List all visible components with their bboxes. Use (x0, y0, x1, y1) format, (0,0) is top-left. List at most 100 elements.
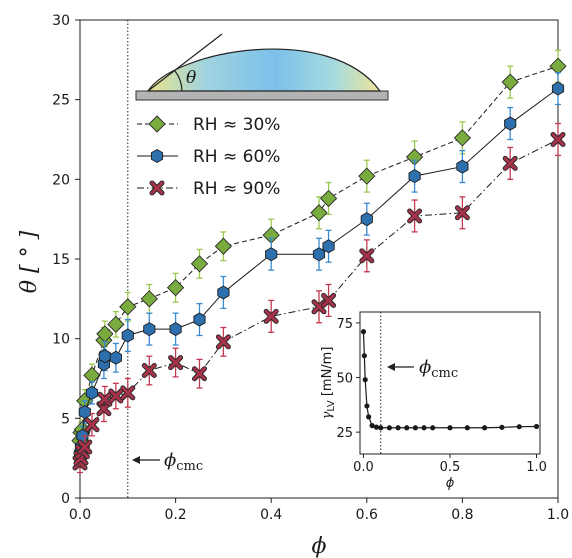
data-point (193, 312, 206, 327)
theta-label: θ (186, 68, 196, 88)
data-point (215, 334, 231, 350)
data-point (108, 388, 124, 404)
data-point (502, 155, 518, 171)
data-point-x-stroke (142, 364, 156, 378)
data-point (140, 290, 158, 308)
data-point-x-stroke (455, 206, 469, 220)
substrate (135, 90, 389, 101)
data-point-x-stroke (360, 249, 374, 263)
data-point (192, 366, 207, 382)
inset-y-tick-label: 25 (336, 426, 353, 441)
inset-point (533, 423, 540, 430)
data-point (321, 292, 337, 308)
tangent-line (147, 33, 223, 92)
series-layer (71, 49, 567, 474)
data-point (265, 247, 278, 262)
data-point (358, 167, 376, 185)
data-point (78, 404, 91, 419)
data-point-x-stroke (408, 209, 422, 223)
cmc-annotation-inset: ϕcmc (387, 357, 458, 381)
data-point (109, 350, 122, 365)
inset-point (378, 425, 384, 431)
data-point (166, 279, 185, 297)
inset-point (447, 425, 453, 431)
inset-point (373, 424, 380, 430)
legend-entry: RH ≈ 90% (137, 179, 280, 199)
legend: RH ≈ 30% RH ≈ 60% RH ≈ 90% (137, 115, 280, 199)
data-point (319, 189, 338, 208)
inset-cmc-label: ϕcmc (419, 357, 458, 381)
data-point-x-stroke (216, 335, 230, 349)
inset-point (361, 353, 367, 359)
inset-point (364, 403, 370, 409)
y-tick-label: 5 (61, 411, 70, 427)
data-point (120, 385, 136, 401)
data-point (360, 212, 373, 227)
data-point (263, 308, 279, 324)
data-point (407, 208, 423, 224)
inset-point (386, 425, 393, 431)
data-point (83, 366, 101, 384)
x-tick-label: 0.6 (356, 507, 378, 523)
data-point-x-stroke (78, 440, 92, 454)
x-tick-label: 0.0 (69, 507, 91, 523)
data-point (107, 315, 125, 333)
inset-series (360, 312, 540, 454)
data-point-x-stroke (150, 181, 164, 195)
cmc-arrow-head (132, 456, 140, 464)
data-point (149, 180, 165, 196)
data-point (190, 255, 209, 273)
main-axis-ticks: 0.0 0.2 0.4 0.6 0.8 1.0 0 5 10 15 20 25 30 (52, 13, 569, 523)
series (72, 122, 566, 474)
y-tick-label: 20 (52, 172, 70, 188)
data-point (322, 239, 335, 254)
data-point (143, 322, 156, 337)
data-point (501, 73, 519, 91)
droplet-diagram: θ (135, 33, 389, 101)
data-point (141, 363, 157, 379)
y-tick-label: 15 (52, 252, 70, 268)
legend-label: RH ≈ 60% (193, 147, 280, 167)
series (71, 49, 567, 451)
data-point (85, 385, 99, 400)
inset-ylabel: γLV [mN/m] (320, 347, 337, 420)
data-point (408, 169, 421, 184)
inset-point (360, 329, 367, 335)
x-tick-label: 1.0 (547, 507, 569, 523)
inset-cmc-arrow-head (387, 363, 395, 371)
inset-xlabel: ϕ (446, 476, 455, 491)
inset-point (464, 425, 470, 431)
data-point (550, 132, 566, 147)
inset-point (404, 425, 410, 431)
data-point (454, 205, 470, 221)
inset-x-tick-label: 1.0 (526, 460, 547, 475)
legend-label: RH ≈ 30% (193, 115, 280, 135)
inset-x-tick-label: 0.5 (440, 460, 461, 475)
inset-y-tick-label: 75 (336, 317, 353, 332)
inset-point (421, 425, 427, 431)
y-tick-label: 10 (52, 332, 70, 348)
legend-entry: RH ≈ 60% (137, 147, 280, 167)
data-point (169, 322, 182, 337)
legend-label: RH ≈ 90% (193, 179, 280, 199)
data-point (453, 129, 472, 147)
data-point-x-stroke (193, 367, 206, 381)
inset-point (499, 424, 505, 430)
data-point-x-stroke (322, 293, 336, 307)
data-point (97, 391, 113, 407)
inset-point (369, 423, 375, 429)
inset-axis-ticks: 0.0 0.5 1.0 25 50 75 (336, 317, 546, 475)
y-tick-label: 30 (52, 13, 70, 29)
data-point (98, 349, 111, 364)
inset-surface-tension: 0.0 0.5 1.0 25 50 75 ϕcmc γLV [mN/m] ϕ (320, 311, 547, 491)
data-point-x-stroke (121, 386, 135, 400)
data-point-x-stroke (98, 392, 112, 406)
x-axis-title: ϕ (312, 534, 327, 558)
inset-point (412, 425, 418, 431)
data-point-x-stroke (264, 309, 278, 323)
y-tick-label: 0 (61, 491, 70, 507)
inset-background (359, 311, 541, 455)
data-point (504, 116, 517, 131)
data-point (119, 298, 137, 316)
